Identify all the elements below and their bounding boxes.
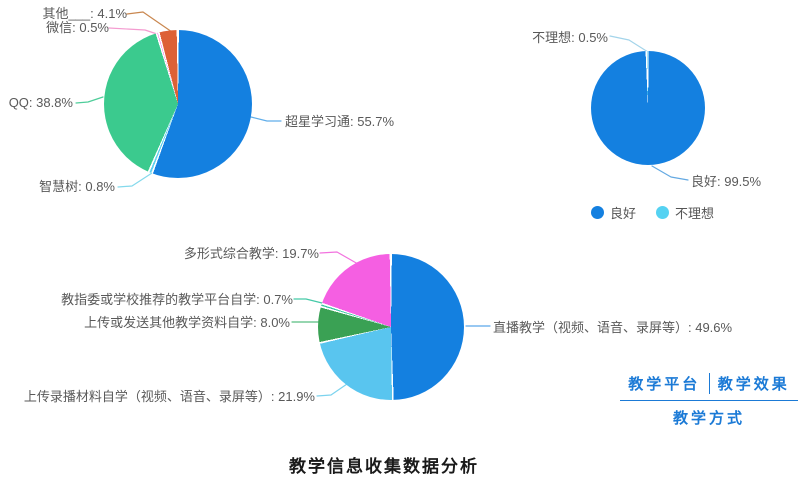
- field-teaching-effect: 教学效果: [717, 377, 790, 393]
- leader-line-zhihuishu: [117, 172, 153, 188]
- pie2-label-bulixiang: 不理想: 0.5%: [532, 30, 608, 45]
- pie1-label-zhihuishu: 智慧树: 0.8%: [39, 179, 115, 194]
- pie3-label-upload-other: 上传或发送其他教学资料自学: 8.0%: [84, 315, 290, 330]
- leader-line-qq: [75, 96, 104, 104]
- leader-line-bulixiang: [609, 35, 649, 53]
- leader-line-lianghao: [651, 165, 689, 181]
- field-teaching-platform: 教学平台: [620, 373, 710, 394]
- pie-chart-teaching-effect[interactable]: [591, 51, 705, 165]
- pie3-label-duoxingshi: 多形式综合教学: 19.7%: [183, 246, 319, 261]
- pie3-label-zhibo: 直播教学（视频、语音、录屏等）: 49.6%: [493, 320, 733, 335]
- pie-chart-teaching-platform[interactable]: [104, 30, 252, 178]
- pie2-label-lianghao: 良好: 99.5%: [691, 174, 762, 189]
- legend-item-lianghao[interactable]: 良好: [591, 203, 636, 222]
- legend-teaching-effect: 良好 不理想: [591, 203, 714, 222]
- legend-dot-bulixiang: [656, 206, 670, 219]
- legend-label-lianghao: 良好: [610, 206, 637, 221]
- pie3-label-jiaozhiwei: 教指委或学校推荐的教学平台自学: 0.7%: [61, 292, 293, 307]
- field-table-top-row: 教学平台 教学效果: [620, 373, 798, 401]
- leader-line-jiaozhiwei: [293, 298, 323, 304]
- pie-chart-teaching-method[interactable]: [318, 254, 464, 400]
- field-table: 教学平台 教学效果 教学方式: [620, 373, 798, 428]
- pie1-label-wechat: 微信: 0.5%: [46, 20, 109, 35]
- leader-line-duoxingshi: [319, 251, 359, 265]
- leader-line-wechat: [108, 27, 158, 35]
- legend-dot-lianghao: [591, 206, 604, 219]
- page-title: 教学信息收集数据分析: [289, 457, 479, 476]
- leader-line-other: [126, 11, 173, 33]
- legend-label-bulixiang: 不理想: [675, 206, 715, 221]
- pie3-label-lubo: 上传录播材料自学（视频、语音、录屏等）: 21.9%: [23, 389, 315, 404]
- pie1-label-other: 其他___: 4.1%: [42, 6, 127, 21]
- pie1-label-chaoxing: 超星学习通: 55.7%: [285, 114, 395, 129]
- leader-line-chaoxing: [250, 116, 282, 122]
- legend-item-bulixiang[interactable]: 不理想: [656, 203, 714, 222]
- field-teaching-method: 教学方式: [672, 411, 745, 427]
- pie1-label-qq: QQ: 38.8%: [8, 95, 73, 110]
- leader-line-lubo: [316, 383, 348, 397]
